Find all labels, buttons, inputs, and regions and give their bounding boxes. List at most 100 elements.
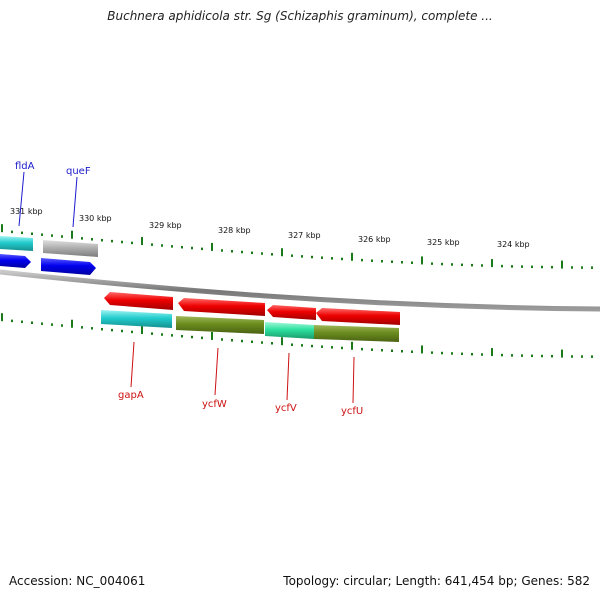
outer-minor-tick bbox=[461, 263, 463, 267]
outer-minor-tick bbox=[201, 247, 203, 251]
scale-label-326: 326 kbp bbox=[358, 235, 391, 244]
inner-minor-tick bbox=[261, 341, 263, 344]
outer-minor-tick bbox=[531, 265, 533, 269]
gene-ycfV-arrow[interactable] bbox=[267, 305, 316, 320]
outer-minor-tick bbox=[541, 265, 543, 269]
outer-minor-tick bbox=[401, 260, 403, 264]
outer-minor-tick bbox=[471, 263, 473, 267]
cog-bar-cyan-rev[interactable] bbox=[101, 310, 172, 328]
leader-line-ycfU bbox=[352, 356, 355, 404]
inner-minor-tick bbox=[231, 339, 233, 342]
inner-minor-tick bbox=[441, 351, 443, 355]
gene-label-queF[interactable]: queF bbox=[66, 166, 91, 177]
outer-minor-tick bbox=[511, 265, 513, 268]
inner-minor-tick bbox=[81, 326, 83, 329]
inner-minor-tick bbox=[91, 327, 93, 330]
inner-minor-tick bbox=[471, 352, 473, 356]
gene-labels-top: fldA queF bbox=[15, 161, 91, 228]
outer-minor-tick bbox=[251, 251, 253, 255]
scale-label-330: 330 kbp bbox=[79, 214, 112, 223]
gene-ycfU-arrow[interactable] bbox=[316, 308, 400, 325]
outer-major-tick bbox=[141, 237, 143, 246]
outer-minor-tick bbox=[501, 264, 503, 268]
outer-major-tick bbox=[281, 248, 283, 257]
topology-text: Topology: circular; Length: 641,454 bp; … bbox=[283, 574, 590, 588]
outer-minor-tick bbox=[581, 266, 583, 269]
outer-minor-tick bbox=[341, 257, 343, 261]
gene-fldA-arrow[interactable] bbox=[0, 254, 31, 268]
inner-minor-tick bbox=[401, 349, 403, 353]
inner-major-tick bbox=[561, 349, 563, 358]
cog-bar-cyan-fwd[interactable] bbox=[0, 236, 33, 251]
inner-minor-tick bbox=[61, 324, 63, 327]
outer-minor-tick bbox=[21, 231, 23, 235]
inner-minor-tick bbox=[201, 336, 203, 340]
outer-minor-tick bbox=[51, 234, 53, 237]
outer-minor-tick bbox=[361, 258, 363, 262]
outer-major-tick bbox=[71, 230, 73, 239]
outer-minor-tick bbox=[591, 266, 593, 269]
gene-label-gapA[interactable]: gapA bbox=[118, 390, 144, 401]
gene-label-ycfW[interactable]: ycfW bbox=[202, 399, 227, 410]
reverse-strand-genes bbox=[104, 292, 400, 325]
scale-label-329: 329 kbp bbox=[149, 221, 182, 230]
gene-gapA-arrow[interactable] bbox=[104, 292, 173, 310]
cog-bar-green-rev[interactable] bbox=[265, 322, 314, 339]
inner-minor-tick bbox=[581, 355, 583, 358]
gene-label-ycfU[interactable]: ycfU bbox=[341, 406, 363, 417]
outer-major-tick bbox=[1, 224, 3, 233]
inner-major-tick bbox=[281, 337, 283, 346]
inner-major-tick bbox=[421, 345, 423, 354]
gene-ycfW-arrow[interactable] bbox=[178, 298, 265, 316]
inner-minor-tick bbox=[311, 344, 313, 348]
cog-bar-gray-fwd[interactable] bbox=[43, 240, 98, 257]
inner-minor-tick bbox=[381, 348, 383, 352]
outer-major-tick bbox=[351, 252, 353, 261]
inner-minor-tick bbox=[531, 354, 533, 358]
outer-minor-tick bbox=[551, 265, 553, 269]
outer-minor-tick bbox=[321, 256, 323, 259]
inner-minor-tick bbox=[451, 352, 453, 355]
inner-major-tick bbox=[71, 319, 73, 328]
cog-bar-olive-rev-2[interactable] bbox=[314, 325, 399, 342]
outer-minor-tick bbox=[41, 233, 43, 236]
inner-minor-tick bbox=[121, 329, 123, 333]
gene-label-fldA[interactable]: fldA bbox=[15, 161, 35, 172]
outer-minor-tick bbox=[131, 241, 133, 245]
leader-line-ycfV bbox=[286, 352, 290, 401]
outer-minor-tick bbox=[261, 252, 263, 255]
inner-minor-tick bbox=[241, 339, 243, 343]
outer-minor-tick bbox=[571, 266, 573, 269]
inner-major-tick bbox=[1, 313, 3, 322]
inner-minor-tick bbox=[341, 346, 343, 350]
scale-labels: 331 kbp 330 kbp 329 kbp 328 kbp 327 kbp … bbox=[10, 207, 530, 249]
gene-label-ycfV[interactable]: ycfV bbox=[275, 403, 297, 414]
outer-minor-tick bbox=[241, 250, 243, 254]
inner-minor-tick bbox=[501, 353, 503, 357]
leader-line-ycfW bbox=[214, 347, 219, 396]
inner-minor-tick bbox=[591, 355, 593, 358]
inner-minor-tick bbox=[511, 354, 513, 357]
inner-minor-tick bbox=[301, 344, 303, 347]
outer-minor-tick bbox=[61, 235, 63, 238]
inner-minor-tick bbox=[321, 345, 323, 348]
outer-minor-tick bbox=[151, 243, 153, 246]
inner-minor-tick bbox=[151, 332, 153, 335]
inner-minor-tick bbox=[291, 343, 293, 346]
outer-minor-tick bbox=[381, 259, 383, 263]
outer-minor-tick bbox=[101, 238, 103, 242]
gene-queF-arrow[interactable] bbox=[41, 258, 96, 275]
leader-line-queF bbox=[72, 176, 78, 228]
leader-line-fldA bbox=[18, 171, 25, 227]
outer-minor-tick bbox=[371, 259, 373, 262]
reverse-strand-cog-features bbox=[101, 310, 399, 342]
inner-minor-tick bbox=[551, 354, 553, 358]
inner-minor-tick bbox=[461, 352, 463, 356]
outer-minor-tick bbox=[481, 264, 483, 267]
inner-minor-tick bbox=[131, 330, 133, 334]
scale-label-331: 331 kbp bbox=[10, 207, 43, 216]
cog-bar-olive-rev-1[interactable] bbox=[176, 316, 264, 334]
inner-major-tick bbox=[211, 331, 213, 340]
scale-label-328: 328 kbp bbox=[218, 226, 251, 235]
inner-minor-tick bbox=[11, 319, 13, 323]
